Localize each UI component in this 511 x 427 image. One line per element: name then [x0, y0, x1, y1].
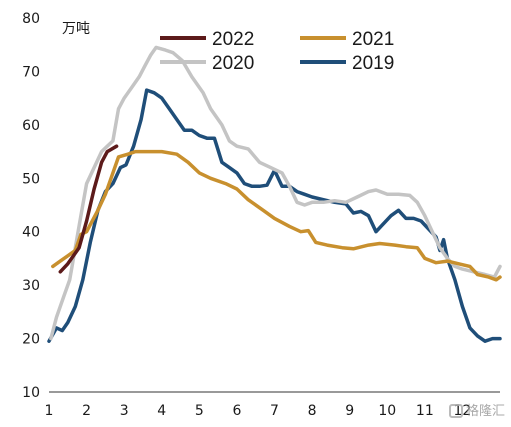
y-unit-label: 万吨 [62, 21, 90, 37]
watermark: 格隆汇 [448, 400, 505, 419]
legend-label-2020: 2020 [212, 53, 254, 74]
x-tick-label: 10 [378, 403, 396, 419]
legend: 2022 2021 2020 2019 [160, 29, 394, 74]
y-tick-label: 20 [22, 332, 40, 348]
watermark-text: 格隆汇 [465, 404, 505, 419]
y-tick-label: 50 [22, 171, 40, 187]
series-lines [47, 45, 502, 343]
y-tick-label: 10 [22, 385, 40, 401]
y-axis-ticks: 10 20 30 40 50 60 70 80 [22, 11, 40, 401]
x-tick-label: 9 [345, 403, 354, 419]
y-tick-label: 30 [22, 278, 40, 294]
x-tick-label: 4 [157, 403, 166, 419]
legend-label-2021: 2021 [352, 29, 394, 50]
x-tick-label: 2 [82, 403, 91, 419]
legend-label-2022: 2022 [212, 29, 254, 50]
series-line-2020 [49, 45, 502, 341]
series-line-2022 [58, 144, 119, 274]
x-tick-label: 3 [120, 403, 129, 419]
series-line-2021 [51, 149, 502, 282]
x-tick-label: 11 [416, 403, 434, 419]
x-tick-label: 8 [308, 403, 317, 419]
x-tick-label: 7 [270, 403, 279, 419]
y-tick-label: 80 [22, 11, 40, 27]
y-tick-label: 40 [22, 225, 40, 241]
y-tick-label: 70 [22, 64, 40, 80]
y-tick-label: 60 [22, 118, 40, 134]
watermark-logo-icon [448, 404, 463, 418]
legend-label-2019: 2019 [352, 53, 394, 74]
x-tick-label: 6 [232, 403, 241, 419]
x-tick-label: 1 [45, 403, 54, 419]
x-tick-label: 5 [195, 403, 204, 419]
x-axis-ticks: 1 2 3 4 5 6 7 8 9 10 11 12 [45, 403, 472, 419]
